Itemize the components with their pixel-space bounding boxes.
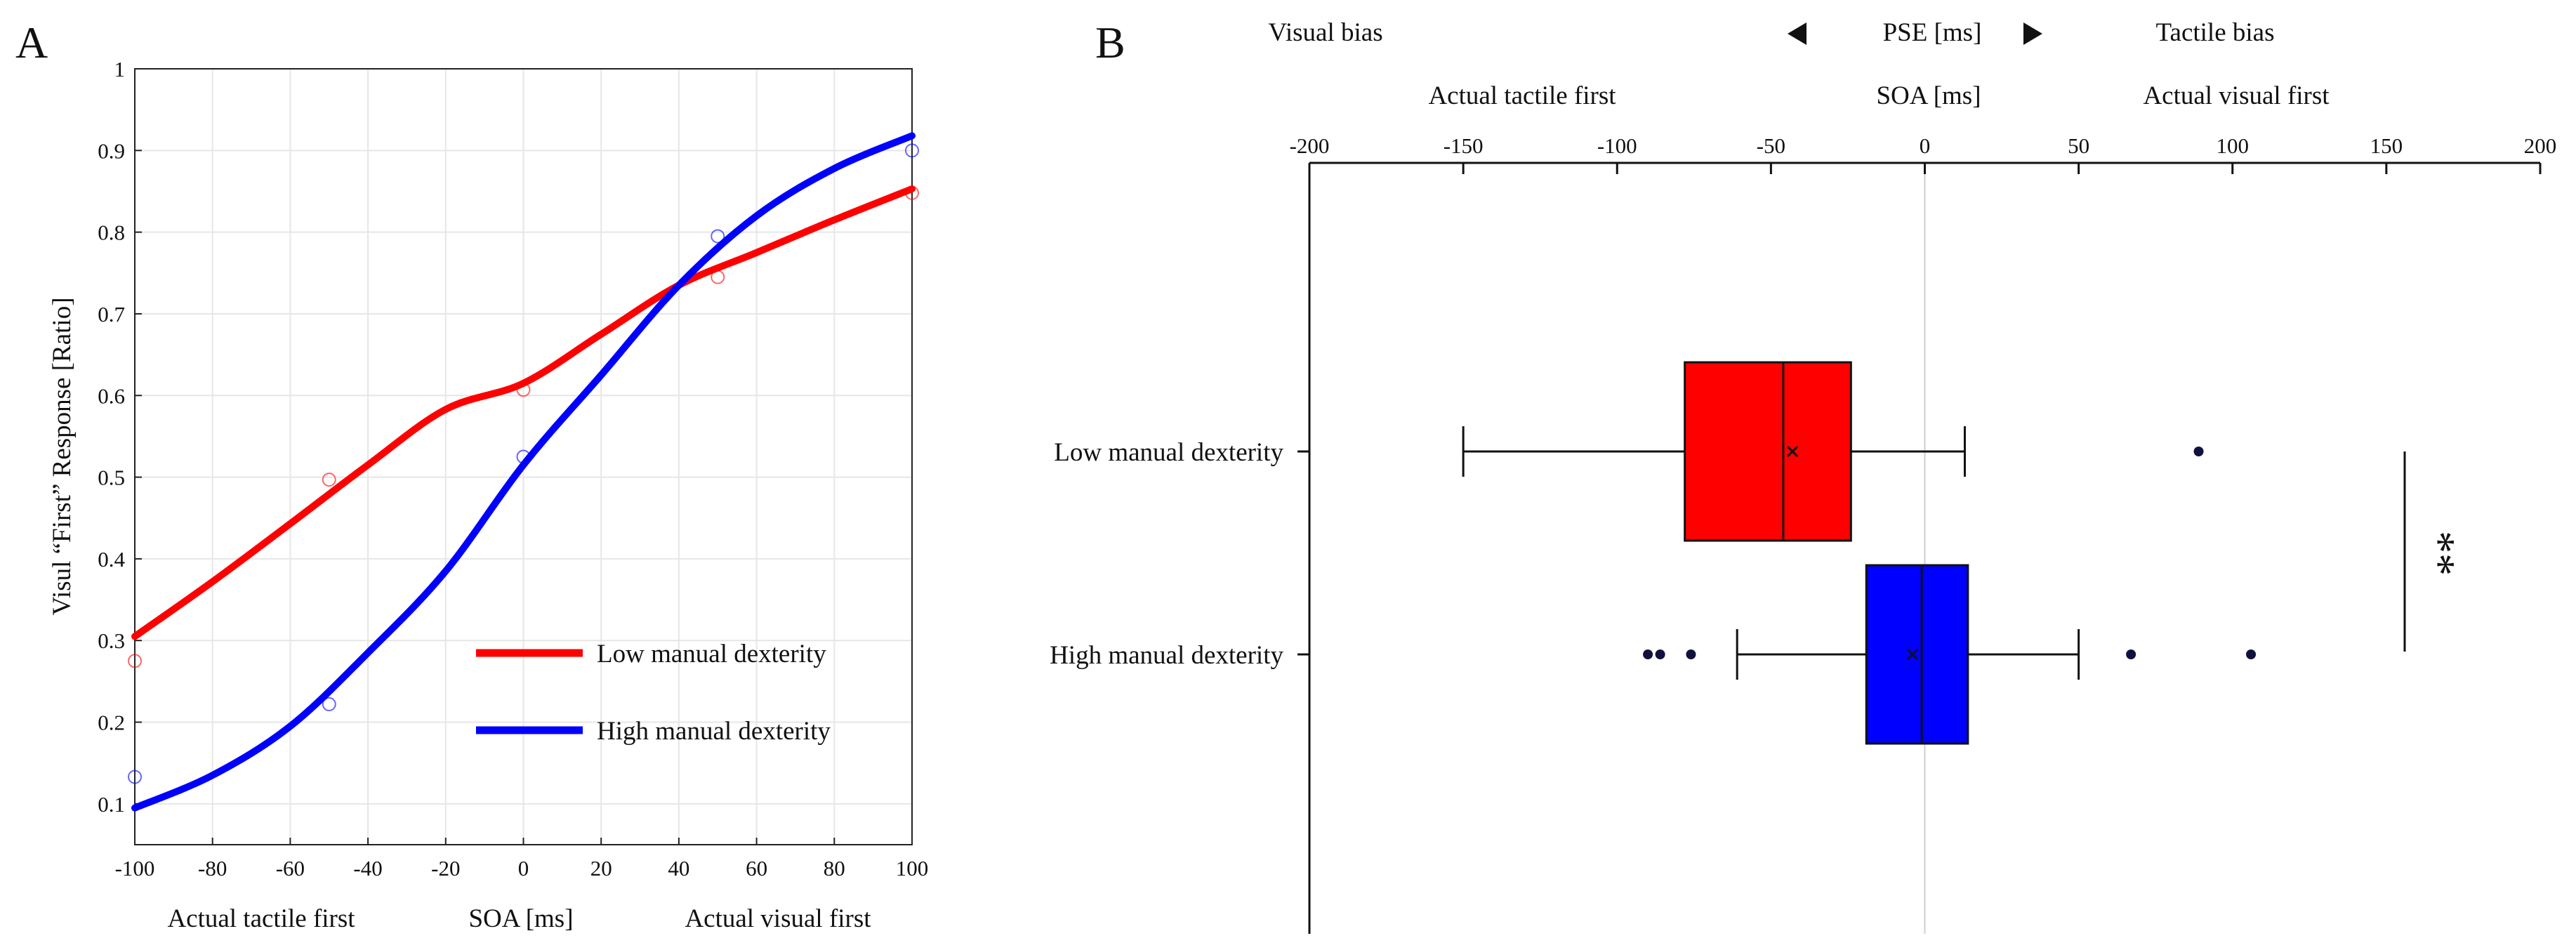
x-tick-label: 40 (668, 856, 689, 880)
x-tick-label: -20 (431, 856, 460, 880)
panel-b-axis-label-left: Actual tactile first (1428, 81, 1616, 110)
x-tick-label: 100 (896, 856, 929, 880)
data-point-high (322, 697, 336, 711)
significance-marker: ** (2403, 451, 2464, 652)
iqr-box-low (1684, 361, 1852, 542)
y-tick-label: 0.5 (98, 466, 125, 490)
data-point-low (711, 270, 725, 284)
x-tick-label: 0 (518, 856, 529, 880)
x-tick-label: 20 (590, 856, 612, 880)
panel-a-label: A (15, 18, 48, 67)
panel-b-axis-label-center: SOA [ms] (1876, 81, 1981, 110)
data-point-low (128, 654, 142, 668)
y-tick-label: 1 (114, 57, 126, 81)
b-x-tick-label: 200 (2524, 133, 2557, 158)
mean-marker-high (1906, 648, 1919, 661)
iqr-box-high (1865, 564, 1969, 745)
b-x-tick-label: -200 (1290, 133, 1330, 158)
mean-marker-low (1786, 445, 1799, 458)
right-arrow-icon (2023, 22, 2042, 45)
x-tick-label: -80 (198, 856, 227, 880)
b-x-tick-label: -50 (1757, 133, 1785, 158)
b-x-tick-label: 50 (2068, 133, 2089, 158)
data-point-high (128, 770, 142, 784)
significance-stars-top: ** (2415, 531, 2464, 576)
legend-label-high: High manual dexterity (597, 717, 831, 746)
y-tick-label: 0.6 (98, 383, 125, 408)
y-tick-label: 0.2 (98, 711, 125, 735)
panel-a-observed-points (128, 143, 919, 784)
panel-a-y-ticks: 0.1 0.2 0.3 0.4 0.5 0.6 0.7 0.8 0.9 1 (98, 57, 142, 817)
panel-a-legend: Low manual dexterity High manual dexteri… (476, 640, 831, 746)
data-point-low (905, 185, 919, 200)
y-tick-label: 0.7 (98, 302, 125, 326)
x-tick-label: -100 (115, 856, 155, 880)
y-tick-label: 0.1 (98, 792, 125, 817)
group-label-high: High manual dexterity (1050, 641, 1283, 670)
outlier-point-high (2246, 649, 2257, 659)
outlier-point-high (2126, 649, 2136, 659)
y-tick-label: 0.3 (98, 628, 125, 653)
data-point-high (711, 229, 725, 244)
b-x-tick-label: 100 (2217, 133, 2250, 158)
left-arrow-icon (1788, 22, 1806, 45)
fit-curve-high (131, 132, 916, 812)
data-point-high (905, 143, 919, 158)
data-point-high (516, 449, 531, 464)
data-point-low (322, 473, 336, 487)
b-x-tick-label: 150 (2370, 133, 2403, 158)
panel-b-header-center: PSE [ms] (1883, 18, 1982, 47)
panel-b-header-right: Tactile bias (2156, 18, 2275, 47)
data-point-low (516, 383, 531, 397)
panel-a-x-label-center: SOA [ms] (468, 904, 573, 933)
x-tick-label: 80 (824, 856, 845, 880)
outlier-point-low (2193, 447, 2204, 456)
x-tick-label: 60 (746, 856, 767, 880)
legend-label-low: Low manual dexterity (597, 640, 826, 668)
panel-b-header-left: Visual bias (1268, 18, 1382, 47)
panel-b-group-labels: Low manual dexterity High manual dexteri… (1050, 438, 1309, 670)
y-tick-label: 0.4 (98, 547, 125, 572)
y-tick-label: 0.8 (98, 220, 125, 245)
outlier-point-high (1686, 649, 1696, 659)
group-label-low: Low manual dexterity (1054, 438, 1283, 467)
y-tick-label: 0.9 (98, 138, 125, 163)
panel-b-label: B (1095, 18, 1125, 67)
panel-a-x-label-right: Actual visual first (685, 904, 871, 933)
b-x-tick-label: -100 (1597, 133, 1637, 158)
b-x-tick-label: -150 (1444, 133, 1484, 158)
panel-a-y-axis-label: Visul “First” Response [Ratio] (48, 297, 77, 615)
panel-a-x-label-left: Actual tactile first (167, 904, 355, 933)
panel-a-x-ticks: -100 -80 -60 -40 -20 0 20 40 60 80 100 (115, 838, 929, 880)
panel-b-x-ticks: -200 -150 -100 -50 0 50 100 150 200 (1290, 133, 2557, 174)
x-tick-label: -40 (353, 856, 382, 880)
b-x-tick-label: 0 (1920, 133, 1931, 158)
outlier-point-high (1655, 649, 1665, 659)
panel-b-boxplots (1462, 361, 2257, 745)
outlier-point-high (1643, 649, 1653, 659)
panel-b-axis-label-right: Actual visual first (2143, 81, 2330, 110)
x-tick-label: -60 (276, 856, 305, 880)
